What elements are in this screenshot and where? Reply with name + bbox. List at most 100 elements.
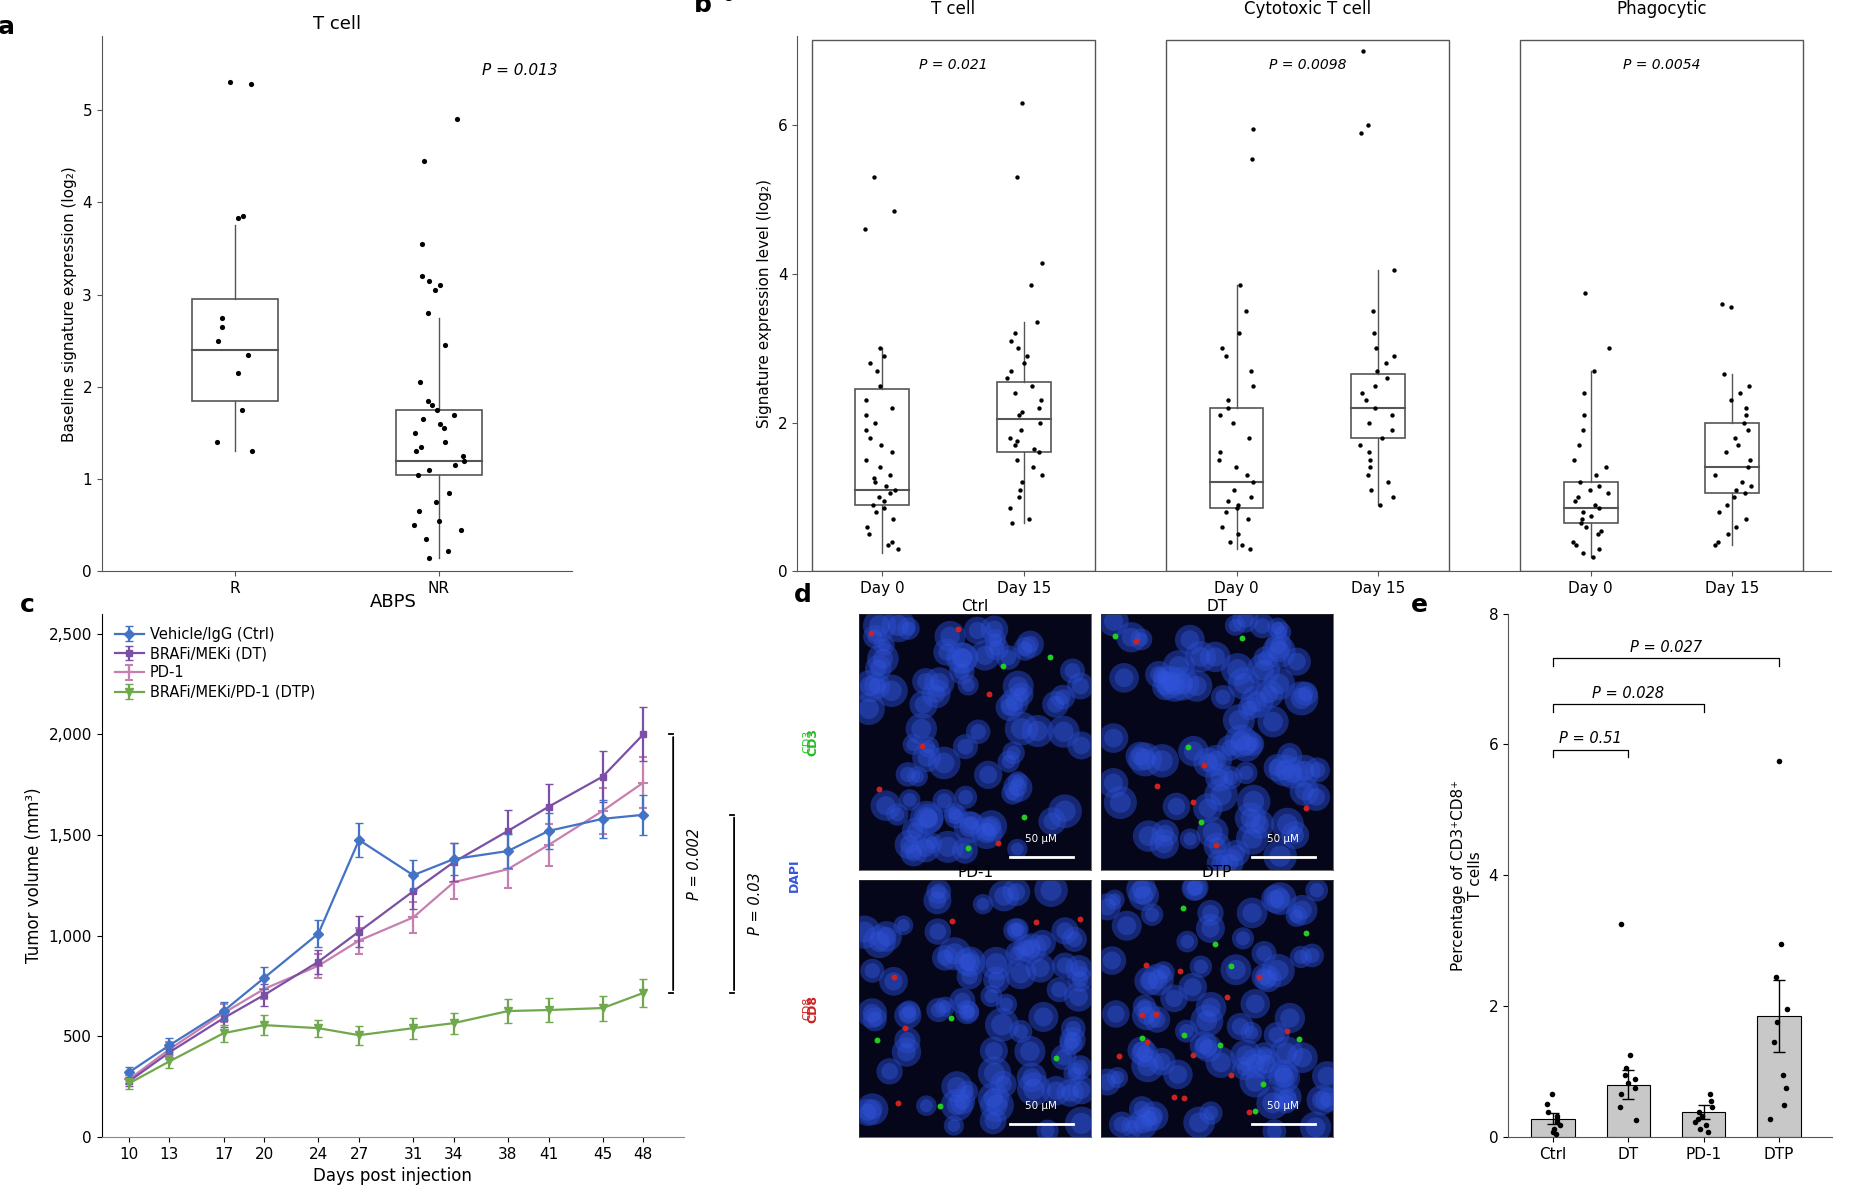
Point <box>855 525 884 544</box>
Point <box>1093 1072 1123 1091</box>
Point <box>1138 905 1167 924</box>
Point <box>1362 398 1391 417</box>
Point <box>224 208 253 227</box>
Point <box>1291 685 1321 704</box>
Point <box>1001 324 1030 343</box>
Point <box>1238 903 1267 923</box>
Point <box>1141 1005 1171 1024</box>
Point <box>1230 610 1260 629</box>
Point <box>1066 1057 1095 1077</box>
Point <box>1151 824 1180 843</box>
Point <box>921 685 951 704</box>
Point <box>1066 1080 1095 1100</box>
Point <box>1103 1068 1132 1088</box>
Point <box>1190 1036 1219 1055</box>
Point <box>953 675 982 694</box>
Point <box>1132 1032 1162 1051</box>
Point <box>931 997 960 1017</box>
Point <box>1005 480 1034 499</box>
Point <box>1264 618 1293 638</box>
Point <box>1160 675 1190 694</box>
Point <box>1006 719 1036 739</box>
Point <box>1128 885 1158 905</box>
Point <box>1365 494 1395 514</box>
Point <box>895 790 925 810</box>
Point <box>1127 629 1156 648</box>
Point <box>1190 1036 1219 1055</box>
Point <box>1214 391 1243 410</box>
Point <box>1051 921 1080 941</box>
Point <box>1273 814 1302 834</box>
Point <box>1232 1045 1262 1065</box>
Point <box>420 280 450 300</box>
Point <box>409 409 438 428</box>
Point <box>1347 123 1376 142</box>
Point <box>918 834 947 853</box>
Point <box>1241 994 1271 1013</box>
Point <box>1700 535 1730 555</box>
Point <box>921 685 951 704</box>
Point <box>414 271 444 290</box>
Point <box>884 616 914 635</box>
Point <box>1273 1088 1302 1107</box>
Point <box>1099 611 1128 630</box>
Point <box>1254 685 1284 704</box>
Bar <box>1606 1085 1650 1137</box>
Point <box>1217 1066 1247 1085</box>
Point <box>1732 510 1761 529</box>
Point <box>1134 971 1164 990</box>
Point <box>1106 793 1136 812</box>
Point <box>414 461 444 480</box>
Point <box>1362 339 1391 358</box>
Point <box>1223 660 1252 680</box>
Point <box>1117 628 1147 647</box>
Point <box>1101 627 1130 646</box>
Point <box>956 813 986 832</box>
Point <box>1193 799 1223 818</box>
Point <box>862 503 892 522</box>
Point <box>1247 616 1276 635</box>
Point <box>864 932 894 952</box>
Point <box>413 303 442 322</box>
Point <box>962 621 992 640</box>
Point <box>864 616 894 635</box>
Point <box>906 736 936 755</box>
Point <box>1106 1115 1136 1134</box>
Point <box>997 783 1027 802</box>
Point <box>851 421 881 440</box>
Title: Ctrl: Ctrl <box>962 599 988 614</box>
Point <box>879 510 908 529</box>
Point <box>1005 487 1034 506</box>
Point <box>1593 484 1622 503</box>
Point <box>1225 275 1254 295</box>
Point <box>901 820 931 840</box>
Point <box>1127 1100 1156 1119</box>
Point <box>1249 967 1278 986</box>
Point <box>947 662 977 681</box>
Point <box>1180 878 1210 897</box>
Point <box>912 808 942 828</box>
Point <box>1003 943 1032 962</box>
Point <box>1003 943 1032 962</box>
Point <box>1354 413 1384 432</box>
Point <box>237 75 266 94</box>
Point <box>1696 1098 1726 1118</box>
Y-axis label: Baseline signature expression (log₂): Baseline signature expression (log₂) <box>61 166 76 442</box>
Point <box>1193 1038 1223 1057</box>
Point <box>1215 739 1245 758</box>
Point <box>424 511 453 531</box>
Point <box>1023 313 1053 332</box>
Point <box>1262 758 1291 777</box>
Point <box>870 635 899 654</box>
Point <box>442 109 472 129</box>
Point <box>1241 1054 1271 1073</box>
Point <box>1066 1057 1095 1077</box>
Point <box>1225 324 1254 343</box>
Point <box>855 699 884 718</box>
Point <box>879 967 908 986</box>
Point <box>1143 970 1173 989</box>
Point <box>1029 1007 1058 1026</box>
Point <box>1164 1065 1193 1084</box>
Point <box>1282 652 1312 671</box>
Point <box>1236 361 1265 380</box>
